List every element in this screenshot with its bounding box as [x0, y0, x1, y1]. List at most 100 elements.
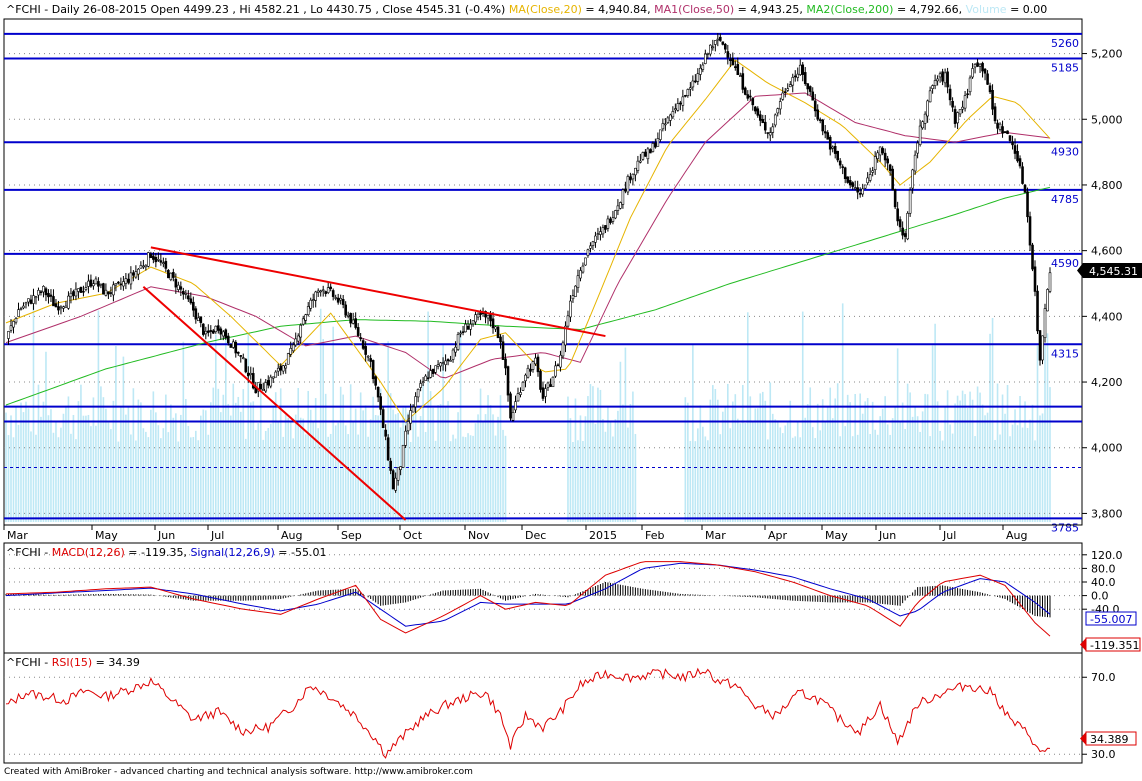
volume-bar	[690, 441, 692, 522]
rsi-pane-frame	[4, 653, 1082, 763]
candle-body	[315, 292, 317, 300]
volume-bar	[1037, 346, 1039, 522]
volume-bar	[173, 418, 175, 522]
volume-bar	[262, 440, 264, 522]
candle-body	[452, 350, 454, 359]
candle-body	[222, 332, 224, 336]
volume-bar	[302, 419, 304, 522]
volume-bar	[40, 417, 42, 522]
volume-bar	[764, 401, 766, 522]
volume-bar	[103, 397, 105, 522]
candle-body	[874, 157, 876, 170]
volume-bar	[1014, 409, 1016, 522]
candle-body	[1009, 136, 1011, 141]
volume-bar	[505, 436, 507, 522]
volume-bar	[707, 440, 709, 522]
candle-body	[617, 206, 619, 211]
candle-body	[230, 344, 232, 347]
volume-bar	[372, 397, 374, 522]
candle-body	[819, 120, 821, 121]
candle-body	[362, 341, 364, 349]
candle-body	[667, 118, 669, 123]
candle-body	[195, 309, 197, 319]
volume-bar	[385, 439, 387, 522]
volume-bar	[767, 439, 769, 522]
volume-bar	[297, 388, 299, 522]
candle-body	[320, 291, 322, 292]
candle-body	[969, 78, 971, 92]
volume-bar	[635, 434, 637, 522]
volume-bar	[355, 409, 357, 522]
candle-body	[607, 219, 609, 228]
candle-body	[282, 366, 284, 371]
candle-body	[302, 319, 304, 324]
candle-body	[787, 89, 789, 91]
volume-bar	[410, 442, 412, 522]
volume-bar	[912, 417, 914, 522]
rsi-header: ^FCHI - RSI(15) = 34.39	[6, 656, 140, 669]
volume-bar	[802, 312, 804, 522]
candle-body	[594, 236, 596, 242]
candle-body	[277, 368, 279, 371]
volume-bar	[133, 388, 135, 522]
level-label: 3785	[1051, 521, 1079, 534]
candle-body	[729, 60, 731, 61]
volume-bar	[160, 438, 162, 522]
candle-body	[527, 368, 529, 377]
candle-body	[1029, 217, 1031, 246]
candle-body	[170, 273, 172, 279]
volume-bar	[315, 398, 317, 522]
candle-body	[205, 331, 207, 334]
volume-bar	[347, 434, 349, 522]
volume-bar	[754, 408, 756, 522]
candle-body	[285, 366, 287, 368]
candle-body	[574, 286, 576, 296]
candle-body	[30, 300, 32, 304]
candle-body	[894, 190, 896, 207]
candle-body	[697, 74, 699, 82]
volume-bar	[787, 422, 789, 522]
volume-bar	[600, 390, 602, 522]
volume-bar	[485, 414, 487, 522]
volume-bar	[470, 435, 472, 522]
candle-body	[57, 307, 59, 311]
candle-body	[435, 366, 437, 373]
candle-body	[180, 287, 182, 290]
candle-body	[140, 265, 142, 268]
macd-pane: 120.080.040.00.0-40.0 -55.007 -119.351 ^…	[4, 543, 1140, 653]
volume-bar	[632, 392, 634, 522]
volume-bar	[882, 409, 884, 522]
candle-body	[145, 265, 147, 267]
volume-bar	[697, 428, 699, 522]
macd-tick-label: 80.0	[1091, 562, 1116, 575]
volume-bar	[108, 423, 110, 522]
footer-credit: Created with AmiBroker - advanced charti…	[4, 767, 473, 777]
candle-body	[445, 361, 447, 365]
candle-body	[265, 383, 267, 391]
candle-body	[15, 318, 17, 322]
candle-body	[1012, 142, 1014, 145]
volume-bar	[203, 410, 205, 522]
candle-body	[897, 209, 899, 221]
candle-body	[922, 122, 924, 128]
candle-body	[884, 153, 886, 160]
candle-body	[245, 359, 247, 372]
candle-body	[1007, 131, 1009, 134]
volume-bar	[55, 421, 57, 522]
volume-bar	[215, 334, 217, 522]
candle-body	[852, 183, 854, 187]
volume-bar	[607, 408, 609, 522]
volume-bar	[417, 437, 419, 522]
candle-body	[977, 63, 979, 67]
candle-body	[849, 180, 851, 185]
candle-body	[317, 291, 319, 293]
volume-bar	[230, 416, 232, 522]
candle-body	[994, 107, 996, 121]
volume-bar	[138, 400, 140, 522]
candle-body	[37, 290, 39, 295]
candle-body	[964, 96, 966, 109]
price-tick-label: 4,800	[1091, 179, 1123, 192]
candle-body	[415, 397, 417, 407]
candle-body	[992, 90, 994, 109]
volume-bar	[128, 407, 130, 522]
